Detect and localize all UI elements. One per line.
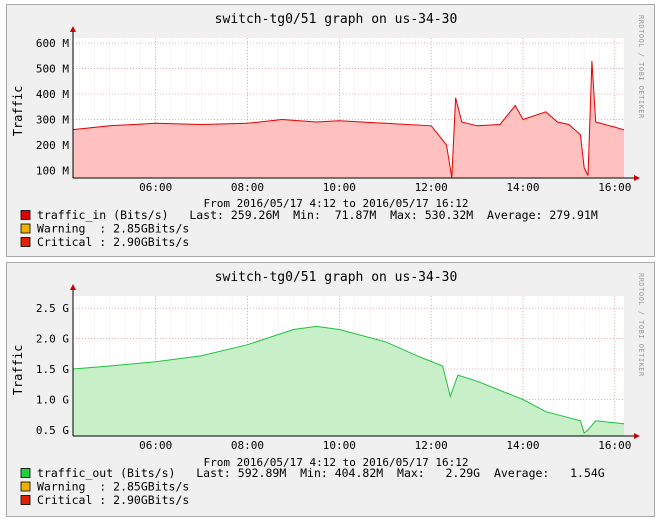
y-tick-label: 100 M xyxy=(36,164,69,177)
legend-swatch xyxy=(20,210,31,220)
x-axis-arrow xyxy=(634,433,640,439)
x-tick-label: 06:00 xyxy=(139,439,172,452)
x-tick-label: 08:00 xyxy=(231,181,264,194)
y-tick-label: 1.0 G xyxy=(36,393,69,406)
y-tick-label: 1.5 G xyxy=(36,363,69,376)
traffic-out-panel: switch-tg0/51 graph on us-34-30 Traffic … xyxy=(6,262,655,517)
y-tick-label: 500 M xyxy=(36,63,69,76)
y-tick-label: 400 M xyxy=(36,88,69,101)
legend-swatch xyxy=(20,223,31,234)
series-area xyxy=(73,60,624,178)
y-tick-label: 300 M xyxy=(36,113,69,126)
legend: traffic_in (Bits/s) Last: 259.26M Min: 7… xyxy=(20,208,598,249)
legend-swatch xyxy=(20,481,31,492)
traffic-in-panel: switch-tg0/51 graph on us-34-30 Traffic … xyxy=(6,4,655,257)
y-tick-label: 200 M xyxy=(36,139,69,152)
legend: traffic_out (Bits/s) Last: 592.89M Min: … xyxy=(20,466,605,507)
legend-swatch xyxy=(20,237,31,247)
chart-title: switch-tg0/51 graph on us-34-30 xyxy=(215,12,458,27)
legend-entry: traffic_in (Bits/s) Last: 259.26M Min: 7… xyxy=(37,208,598,222)
x-tick-label: 06:00 xyxy=(139,181,172,194)
y-tick-label: 0.5 G xyxy=(36,424,69,437)
legend-entry: Critical : 2.90GBits/s xyxy=(37,493,189,507)
rrdtool-credit: RRDTOOL / TOBI OETIKER xyxy=(637,15,645,119)
x-tick-label: 14:00 xyxy=(506,181,539,194)
x-tick-label: 12:00 xyxy=(415,439,448,452)
period-label: From 2016/05/17 4:12 to 2016/05/17 16:12 xyxy=(204,197,469,210)
y-axis-arrow xyxy=(70,284,76,290)
legend-entry: traffic_out (Bits/s) Last: 592.89M Min: … xyxy=(37,466,605,480)
y-tick-label: 2.0 G xyxy=(36,333,69,346)
legend-swatch xyxy=(20,495,31,505)
period-label: From 2016/05/17 4:12 to 2016/05/17 16:12 xyxy=(204,456,469,469)
traffic-in-chart: switch-tg0/51 graph on us-34-30 Traffic … xyxy=(11,12,645,249)
legend-entry: Warning : 2.85GBits/s xyxy=(37,480,189,494)
x-tick-label: 08:00 xyxy=(231,439,264,452)
series-line xyxy=(72,325,625,434)
chart-title: switch-tg0/51 graph on us-34-30 xyxy=(215,270,458,285)
y-tick-label: 2.5 G xyxy=(36,302,69,315)
legend-swatch xyxy=(20,468,31,478)
y-axis-label: Traffic xyxy=(11,86,25,137)
x-tick-label: 10:00 xyxy=(323,181,356,194)
legend-entry: Warning : 2.85GBits/s xyxy=(37,222,189,236)
traffic-out-chart: switch-tg0/51 graph on us-34-30 Traffic … xyxy=(11,270,645,507)
x-tick-label: 10:00 xyxy=(323,439,356,452)
series-line xyxy=(72,60,625,178)
x-tick-label: 16:00 xyxy=(598,439,631,452)
legend-entry: Critical : 2.90GBits/s xyxy=(37,235,189,249)
y-axis-label: Traffic xyxy=(11,345,25,396)
rrdtool-credit: RRDTOOL / TOBI OETIKER xyxy=(637,273,645,377)
x-axis-arrow xyxy=(634,175,640,181)
y-axis-arrow xyxy=(70,26,76,32)
x-tick-label: 14:00 xyxy=(506,439,539,452)
y-tick-label: 600 M xyxy=(36,37,69,50)
x-tick-label: 16:00 xyxy=(598,181,631,194)
x-tick-label: 12:00 xyxy=(415,181,448,194)
